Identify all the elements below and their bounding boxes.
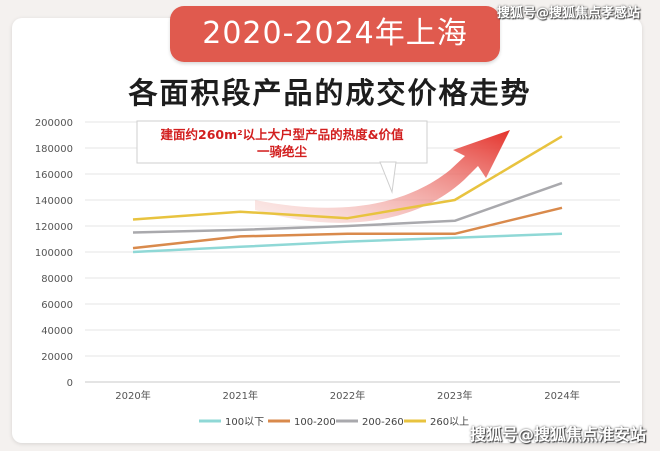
y-tick-label: 200000 [35, 118, 73, 129]
chart-headline: 各面积段产品的成交价格走势 [128, 76, 532, 110]
legend: 100以下 100-200 200-260 260以上 [199, 416, 469, 428]
y-tick-label: 160000 [35, 170, 73, 181]
y-tick-label: 180000 [35, 144, 73, 155]
y-tick-label: 100000 [35, 248, 73, 259]
watermark-bottom: 搜狐号@搜狐焦点淮安站 [469, 425, 646, 444]
y-tick-label: 40000 [41, 326, 73, 337]
banner-title: 2020-2024年上海 [202, 16, 468, 51]
y-tick-label: 140000 [35, 196, 73, 207]
callout-pointer [379, 161, 397, 194]
y-tick-label: 60000 [41, 300, 73, 311]
grid-layer [85, 121, 620, 383]
x-tick-label: 2022年 [330, 389, 365, 402]
watermark-top: 搜狐号@搜狐焦点孝感站 [496, 6, 640, 21]
series-line [132, 232, 563, 254]
legend-label: 200-260 [362, 417, 404, 428]
legend-label: 100以下 [225, 417, 264, 428]
legend-label: 100-200 [294, 417, 336, 428]
series-layer [132, 135, 563, 254]
callout-line-1: 建面约260m²以上大户型产品的热度&价值 [161, 127, 404, 142]
x-tick-label: 2023年 [437, 389, 472, 402]
callout-line-2: 一骑绝尘 [257, 144, 308, 159]
y-tick-label: 120000 [35, 222, 73, 233]
callout: 建面约260m²以上大户型产品的热度&价值 一骑绝尘 [136, 120, 428, 194]
x-tick-label: 2021年 [223, 389, 258, 402]
series-line [132, 206, 563, 250]
y-tick-label: 80000 [41, 274, 73, 285]
legend-label: 260以上 [430, 416, 469, 428]
chart-card [12, 18, 642, 443]
series-line [132, 135, 563, 221]
title-banner: 2020-2024年上海 [170, 6, 500, 62]
y-tick-label: 20000 [41, 352, 73, 363]
series-line [132, 181, 563, 234]
x-tick-label: 2020年 [115, 389, 150, 402]
x-tick-label: 2024年 [544, 389, 579, 402]
callout-box [136, 120, 428, 164]
y-axis-ticks: 0 20000 40000 60000 80000 100000 120000 140000 1… [35, 118, 73, 389]
y-tick-label: 0 [67, 378, 73, 389]
x-axis-ticks: 2020年 2021年 2022年 2023年 2024年 [115, 389, 579, 402]
